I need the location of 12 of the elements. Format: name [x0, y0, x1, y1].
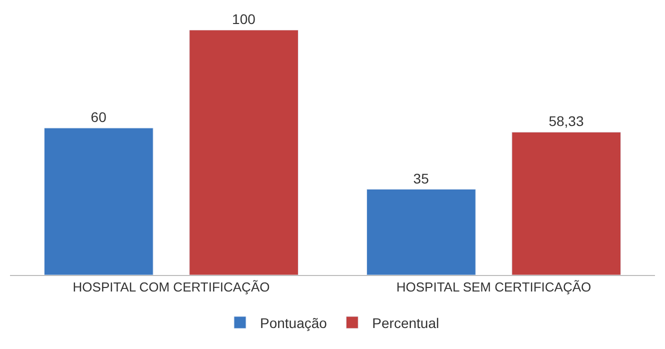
legend-label: Percentual — [372, 314, 440, 331]
data-label: 58,33 — [548, 113, 584, 130]
data-label: 60 — [90, 109, 107, 125]
bar — [44, 128, 154, 275]
x-tick-label: HOSPITAL SEM CERTIFICAÇÃO — [396, 280, 592, 295]
data-label: 100 — [232, 11, 256, 27]
legend-label: Pontuação — [260, 314, 328, 331]
x-tick-label: HOSPITAL COM CERTIFICAÇÃO — [72, 280, 270, 295]
data-label: 35 — [413, 170, 430, 186]
bar — [189, 30, 298, 275]
bar — [512, 132, 621, 275]
bar — [366, 189, 476, 275]
